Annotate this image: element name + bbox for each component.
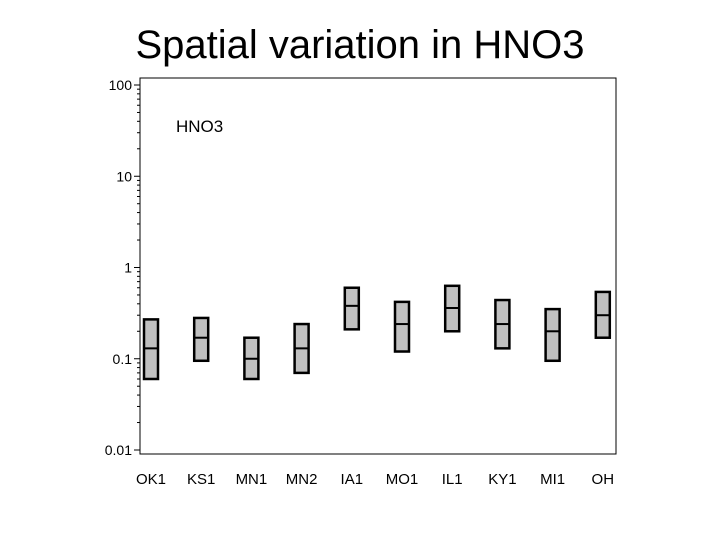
x-tick-label: IA1: [341, 471, 364, 488]
box-body: [192, 316, 210, 363]
x-tick-label: OH: [592, 471, 615, 488]
box-mo1: [393, 300, 411, 353]
y-tick-label: 0.01: [105, 442, 132, 458]
x-tick-label: IL1: [442, 471, 463, 488]
box-ks1: [192, 316, 210, 363]
y-minor-ticks: [137, 88, 140, 424]
y-tick-label: 10: [116, 168, 132, 184]
y-tick-label: 100: [109, 77, 133, 93]
box-body: [544, 307, 561, 363]
box-mn1: [243, 336, 260, 381]
box-ky1: [494, 298, 511, 350]
box-mn2: [293, 322, 310, 375]
y-tick-label: 0.1: [113, 351, 133, 367]
x-tick-label: KS1: [187, 471, 215, 488]
box-body: [343, 286, 361, 331]
box-mi1: [544, 307, 561, 363]
x-tick-label: MN2: [286, 471, 318, 488]
box-body: [393, 300, 411, 353]
box-il1: [443, 284, 461, 333]
chart-annotation: HNO3: [176, 117, 223, 136]
y-axis: 100 10 1 0.1 0.01: [105, 77, 140, 458]
box-ok1: [142, 318, 160, 381]
x-tick-label: MI1: [540, 471, 565, 488]
x-tick-label: MO1: [386, 471, 419, 488]
boxes-group: [142, 284, 612, 381]
plot-frame: [139, 77, 617, 455]
x-tick-label: OK1: [136, 471, 166, 488]
x-tick-label: KY1: [488, 471, 516, 488]
x-tick-label: MN1: [236, 471, 268, 488]
x-axis: OK1 KS1 MN1 MN2 IA1 MO1 IL1 KY1 MI1 OH: [136, 471, 614, 488]
box-oh: [594, 290, 612, 339]
y-tick-label: 1: [124, 260, 132, 276]
box-ia1: [343, 286, 361, 331]
slide-title: Spatial variation in HNO3: [135, 23, 585, 67]
